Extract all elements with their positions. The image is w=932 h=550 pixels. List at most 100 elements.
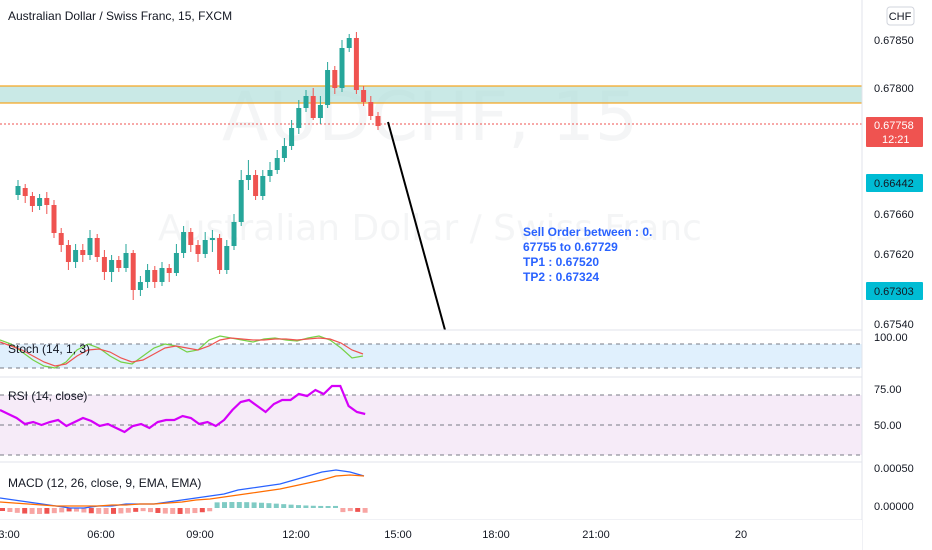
price-tick-2: 0.67800 (874, 83, 914, 95)
candle-body[interactable] (195, 245, 201, 254)
candle-body[interactable] (22, 188, 28, 196)
currency-label[interactable]: CHF (889, 11, 912, 23)
candle-body[interactable] (152, 270, 158, 282)
candle-body[interactable] (29, 196, 35, 206)
time-tick-4: 12:00 (282, 529, 310, 541)
candle-body[interactable] (317, 105, 323, 118)
macd-axis-zero: 0.00000 (874, 501, 914, 513)
candle-body[interactable] (51, 205, 57, 233)
macd-histogram[interactable] (0, 502, 368, 514)
macd-line[interactable] (0, 469, 365, 509)
price-marker-2-label: 0.67303 (874, 286, 914, 298)
candle-body[interactable] (224, 246, 230, 270)
candle-body[interactable] (209, 238, 215, 240)
candlestick-series[interactable] (15, 32, 381, 300)
macd-hist-bar (133, 508, 139, 512)
candle-body[interactable] (346, 38, 352, 48)
candle-body[interactable] (289, 128, 295, 146)
candle-body[interactable] (303, 96, 309, 108)
chart-title: Australian Dollar / Swiss Franc, 15, FXC… (8, 9, 232, 23)
candle-body[interactable] (73, 250, 79, 262)
macd-hist-bar (140, 508, 146, 512)
candle-body[interactable] (368, 102, 374, 116)
candle-body[interactable] (375, 116, 381, 126)
macd-hist-bar (29, 508, 35, 514)
candle-body[interactable] (159, 268, 165, 282)
rsi-line[interactable] (0, 384, 366, 434)
candle-body[interactable] (58, 233, 64, 245)
price-marker-1[interactable] (866, 174, 923, 192)
price-tick-1: 0.67850 (874, 35, 914, 47)
macd-hist-bar (103, 508, 109, 514)
currency-button[interactable] (886, 6, 915, 26)
price-axis[interactable] (862, 0, 932, 550)
candle-body[interactable] (245, 175, 251, 180)
candle-body[interactable] (123, 253, 129, 268)
candle-body[interactable] (296, 108, 302, 128)
candle-body[interactable] (87, 238, 93, 255)
time-tick-7: 21:00 (582, 529, 610, 541)
candle-body[interactable] (116, 260, 122, 268)
candle-body[interactable] (94, 238, 100, 257)
candle-body[interactable] (188, 232, 194, 245)
candle-body[interactable] (310, 96, 316, 118)
projection-trendline[interactable] (387, 121, 446, 331)
candle-body[interactable] (202, 240, 208, 254)
candle-body[interactable] (181, 232, 187, 253)
candle-body[interactable] (325, 70, 331, 105)
price-marker-2[interactable] (866, 282, 923, 300)
candle-body[interactable] (80, 250, 86, 255)
candle-body[interactable] (238, 180, 244, 222)
candle-body[interactable] (339, 48, 345, 88)
candle-body[interactable] (44, 198, 50, 205)
candle-body[interactable] (361, 90, 367, 102)
last-price-value: 0.67758 (874, 120, 914, 132)
last-price-badge[interactable] (866, 117, 923, 147)
candle-body[interactable] (101, 257, 107, 272)
supply-zone[interactable] (0, 86, 862, 103)
time-axis[interactable] (0, 520, 862, 550)
macd-hist-bar (148, 508, 153, 513)
watermark-name: Australian Dollar / Swiss Franc (158, 208, 702, 249)
candle-body[interactable] (145, 270, 151, 282)
macd-hist-bar (96, 508, 102, 514)
candle-body[interactable] (332, 70, 338, 88)
annotation-line-3[interactable]: TP1 : 0.67520 (523, 255, 599, 269)
macd-label[interactable]: MACD (12, 26, close, 9, EMA, EMA) (8, 476, 201, 490)
candle-body[interactable] (217, 238, 223, 270)
candle-body[interactable] (353, 38, 359, 90)
candle-body[interactable] (281, 146, 287, 158)
rsi-axis-mid: 50.00 (874, 420, 902, 432)
time-tick-8: 20 (735, 529, 747, 541)
annotation-line-1[interactable]: Sell Order between : 0. (523, 225, 652, 239)
candle-body[interactable] (260, 176, 266, 196)
macd-hist-bar (296, 505, 301, 508)
annotation-line-2[interactable]: 67755 to 0.67729 (523, 240, 618, 254)
macd-hist-bar (177, 508, 183, 514)
stoch-axis-label: 100.00 (874, 332, 908, 344)
macd-hist-bar (222, 502, 227, 508)
candle-body[interactable] (231, 222, 237, 246)
macd-signal-line[interactable] (0, 474, 365, 507)
candle-body[interactable] (109, 260, 115, 272)
candle-body[interactable] (65, 245, 71, 262)
candle-body[interactable] (173, 253, 179, 273)
candle-body[interactable] (130, 253, 136, 290)
candle-body[interactable] (166, 268, 172, 273)
rsi-label[interactable]: RSI (14, close) (8, 389, 87, 403)
macd-hist-bar (266, 503, 272, 508)
annotation-line-4[interactable]: TP2 : 0.67324 (523, 270, 599, 284)
candle-body[interactable] (274, 158, 280, 170)
candle-body[interactable] (267, 170, 273, 176)
stoch-label[interactable]: Stoch (14, 1, 3) (8, 342, 90, 356)
rsi-axis-top: 75.00 (874, 384, 902, 396)
candle-body[interactable] (253, 175, 259, 196)
macd-hist-bar (81, 508, 87, 513)
candle-body[interactable] (37, 198, 43, 206)
candle-body[interactable] (15, 186, 21, 195)
candle-body[interactable] (137, 282, 143, 290)
macd-hist-bar (155, 508, 161, 513)
stoch-d-line[interactable] (0, 337, 364, 367)
